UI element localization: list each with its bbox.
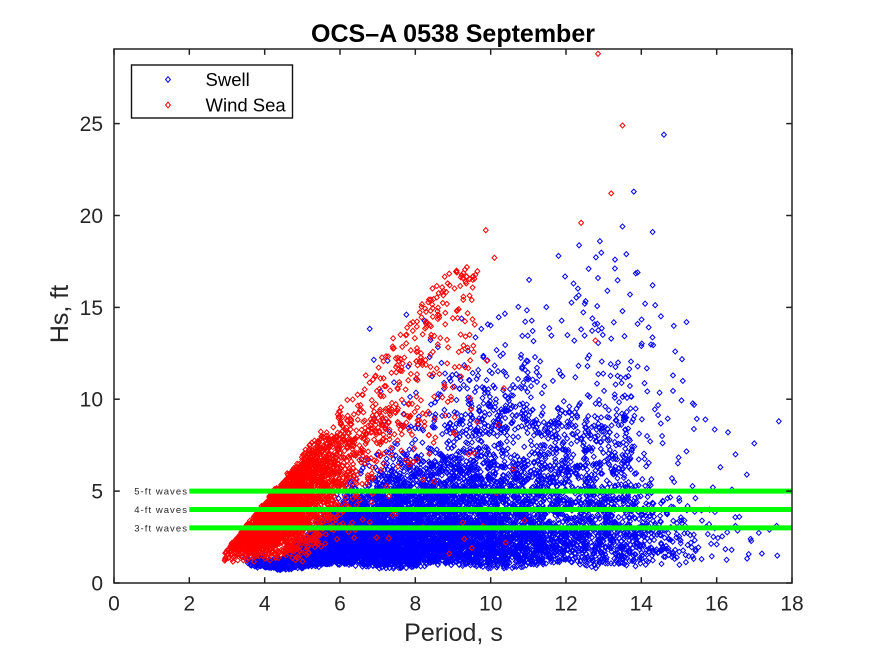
svg-text:6: 6 (334, 593, 346, 616)
svg-text:2: 2 (183, 593, 195, 616)
svg-text:4-ft waves: 4-ft waves (134, 505, 188, 516)
svg-text:20: 20 (80, 205, 103, 228)
svg-text:25: 25 (80, 113, 103, 136)
svg-text:10: 10 (479, 593, 502, 616)
svg-text:8: 8 (409, 593, 421, 616)
svg-text:5-ft waves: 5-ft waves (134, 487, 188, 498)
svg-text:0: 0 (108, 593, 120, 616)
svg-text:15: 15 (80, 297, 103, 320)
svg-text:10: 10 (80, 389, 103, 412)
svg-text:0: 0 (91, 572, 103, 595)
svg-text:3-ft waves: 3-ft waves (134, 523, 188, 534)
svg-text:4: 4 (259, 593, 271, 616)
svg-text:12: 12 (554, 593, 577, 616)
svg-text:OCS–A 0538 September: OCS–A 0538 September (311, 20, 595, 48)
svg-text:16: 16 (705, 593, 728, 616)
svg-text:18: 18 (780, 593, 803, 616)
svg-text:Hs, ft: Hs, ft (46, 285, 74, 343)
svg-text:Swell: Swell (206, 69, 250, 90)
svg-text:14: 14 (630, 593, 654, 616)
svg-text:Period, s: Period, s (404, 619, 503, 647)
svg-text:Wind Sea: Wind Sea (206, 95, 287, 116)
svg-text:5: 5 (91, 481, 103, 504)
